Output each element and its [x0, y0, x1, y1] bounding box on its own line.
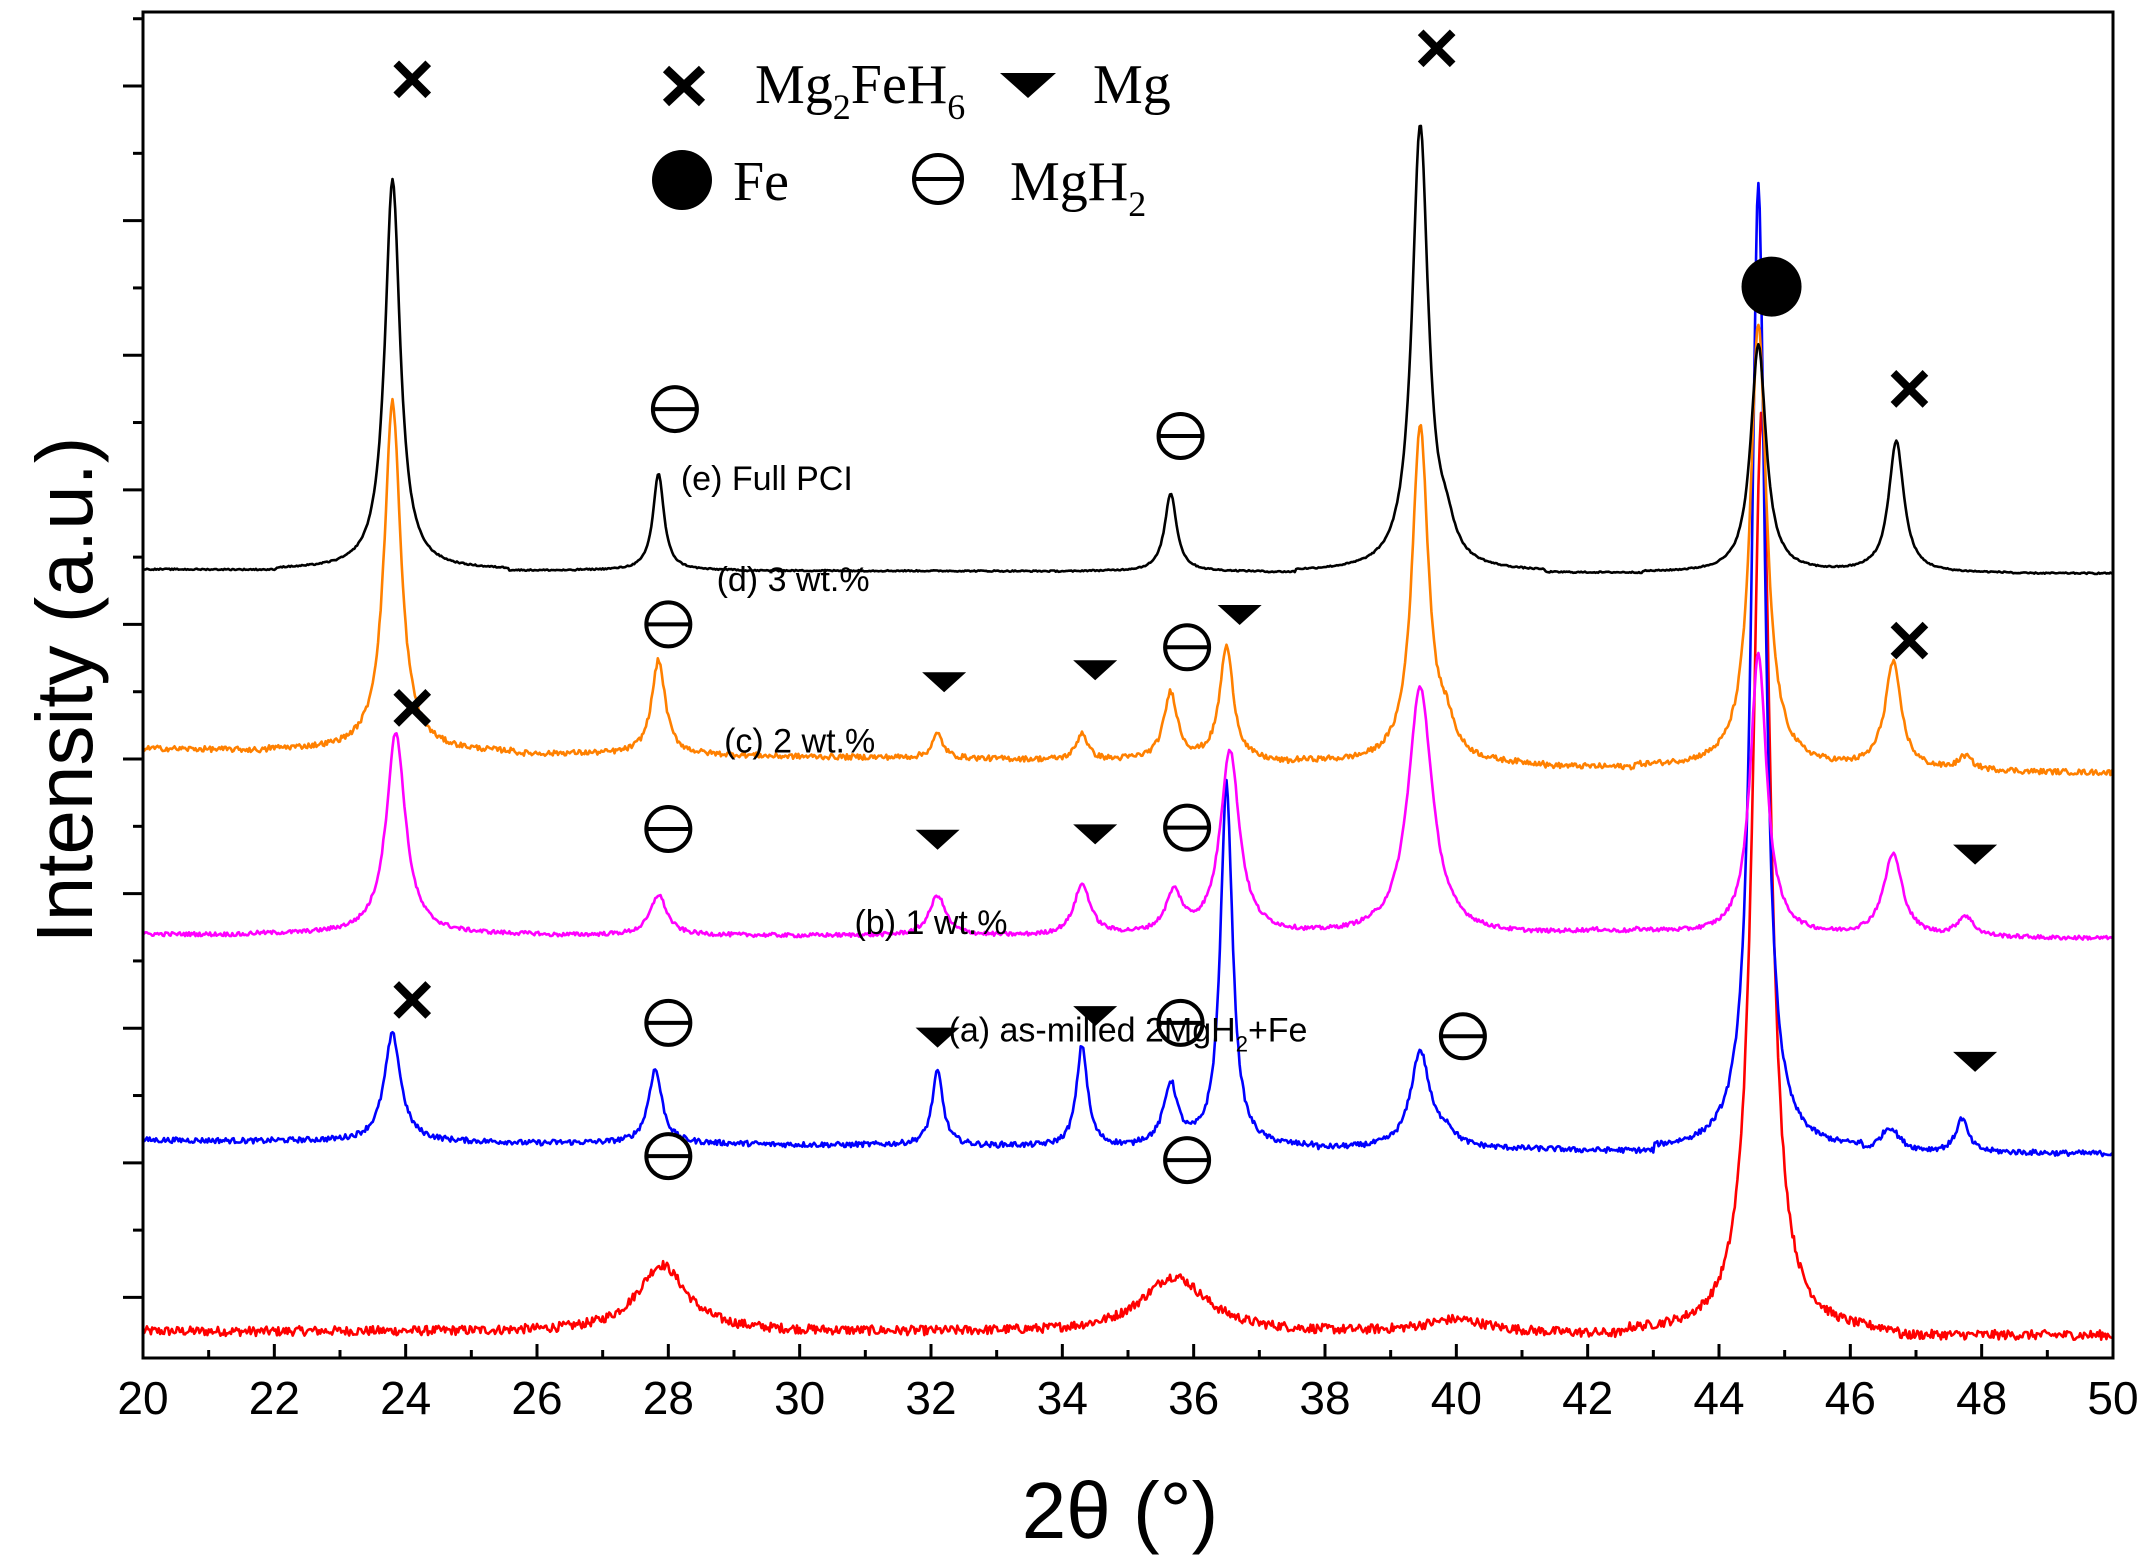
x-tick-label: 26 — [511, 1372, 562, 1424]
series-label-e: (e) Full PCI — [681, 460, 853, 498]
legend-label-mgh2: MgH2 — [1010, 151, 1146, 224]
barred-circle-marker — [644, 1132, 693, 1181]
x-axis-title: 2θ (°) — [1022, 1466, 1218, 1555]
triangle-down-marker — [915, 829, 960, 850]
legend-label-mg: Mg — [1093, 54, 1171, 116]
series-label-c: (c) 2 wt.% — [724, 722, 875, 760]
x-tick-label: 40 — [1431, 1372, 1482, 1424]
triangle-down-marker — [1073, 824, 1118, 845]
series-labels: (a) as-milled 2MgH2+Fe (b) 1 wt.% (c) 2 wt… — [681, 460, 1308, 1057]
triangle-down-marker — [1953, 1051, 1998, 1072]
barred-circle-marker — [1156, 998, 1205, 1047]
cross-marker — [393, 689, 432, 727]
legend-entry-mg: Mg — [1000, 54, 1171, 116]
barred-circle-marker — [1163, 803, 1212, 852]
legend-entry-mgh2: MgH2 — [912, 151, 1146, 224]
cross-marker — [1417, 29, 1456, 68]
x-tick-label: 24 — [380, 1372, 431, 1424]
triangle-down-marker — [915, 1027, 960, 1048]
legend-filled-circle-icon — [652, 150, 712, 210]
legend-entry-fe: Fe — [652, 150, 789, 213]
series-line-d — [141, 323, 2115, 777]
legend-entry-mg2feh6: Mg2FeH6 — [662, 54, 965, 127]
barred-circle-marker — [1438, 1012, 1487, 1061]
legend-triangle-down-icon — [1000, 73, 1056, 98]
triangle-down-marker — [1073, 660, 1118, 681]
x-tick-label: 48 — [1956, 1372, 2007, 1424]
x-tick-label: 34 — [1037, 1372, 1088, 1424]
cross-marker — [1890, 621, 1929, 660]
y-axis-title: Intensity (a.u.) — [20, 437, 109, 944]
x-tick-label: 22 — [249, 1372, 300, 1424]
series-line-c — [142, 651, 2115, 941]
triangle-down-marker — [1217, 605, 1262, 626]
cross-marker — [1890, 370, 1929, 408]
triangle-down-marker — [1073, 1006, 1118, 1027]
barred-circle-marker — [650, 385, 699, 434]
x-tick-label: 46 — [1825, 1372, 1876, 1424]
series-label-a: (a) as-milled 2MgH2+Fe — [949, 1012, 1308, 1057]
x-tick-label: 20 — [117, 1372, 168, 1424]
cross-marker — [393, 60, 432, 99]
barred-circle-marker — [644, 600, 693, 649]
triangle-down-marker — [922, 672, 967, 693]
legend-barred-circle-icon — [912, 153, 964, 205]
barred-circle-marker — [644, 998, 693, 1047]
x-tick-label: 36 — [1168, 1372, 1219, 1424]
legend-cross-icon — [662, 65, 706, 107]
marker-layer — [393, 29, 1998, 1185]
cross-marker — [393, 981, 432, 1019]
barred-circle-marker — [644, 805, 693, 854]
x-tick-label: 44 — [1693, 1372, 1744, 1424]
x-tick-label: 32 — [905, 1372, 956, 1424]
series-layer — [141, 124, 2115, 1341]
barred-circle-marker — [1163, 623, 1212, 672]
series-label-d: (d) 3 wt.% — [717, 561, 870, 599]
x-tick-label: 28 — [643, 1372, 694, 1424]
filled-circle-marker — [1741, 256, 1802, 317]
series-line-a — [141, 411, 2114, 1341]
y-axis — [123, 17, 143, 1299]
x-axis: 20 22 24 26 28 30 32 34 36 38 40 42 44 46 48 50 — [117, 1344, 2139, 1424]
legend-label-mg2feh6: Mg2FeH6 — [755, 54, 965, 127]
x-tick-label: 30 — [774, 1372, 825, 1424]
barred-circle-marker — [1163, 1136, 1212, 1185]
triangle-down-marker — [1953, 844, 1998, 865]
series-line-e — [142, 124, 2114, 576]
x-tick-label: 50 — [2087, 1372, 2138, 1424]
barred-circle-marker — [1156, 411, 1205, 460]
legend-label-fe: Fe — [733, 151, 789, 213]
series-line-b — [141, 181, 2114, 1158]
x-tick-label: 38 — [1299, 1372, 1350, 1424]
legend: Mg2FeH6 Mg Fe MgH2 — [652, 54, 1171, 224]
x-tick-label: 42 — [1562, 1372, 1613, 1424]
series-label-b: (b) 1 wt.% — [854, 904, 1007, 942]
